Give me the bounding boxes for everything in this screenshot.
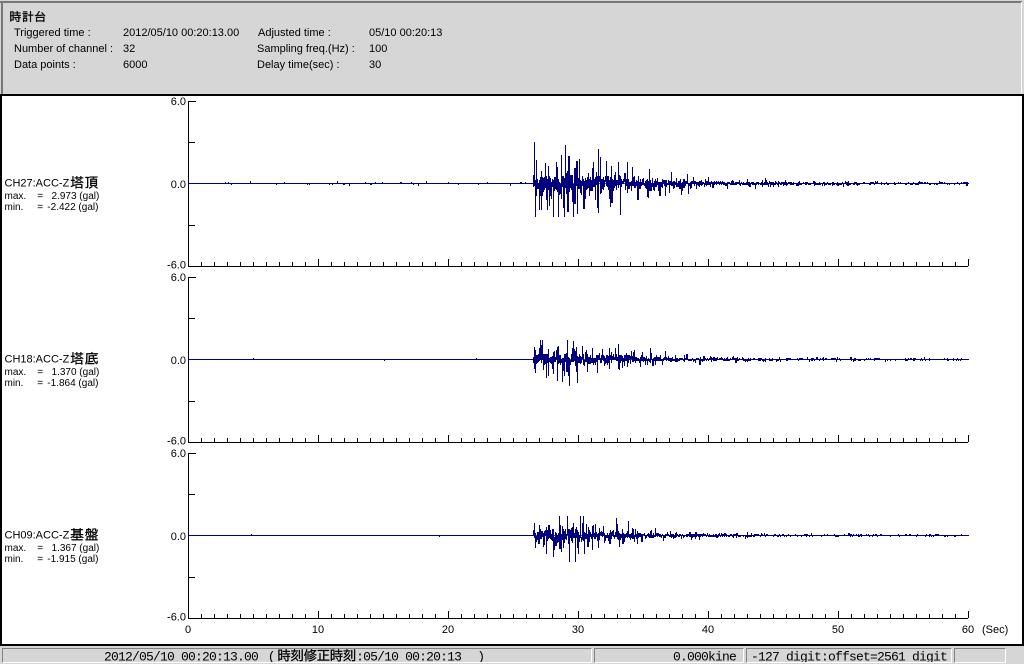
svg-text:=: = [37,202,43,213]
svg-text:6.0: 6.0 [171,272,186,284]
svg-text:32: 32 [123,43,135,55]
svg-text:(: ( [268,649,275,664]
svg-text:=: = [37,367,43,378]
svg-text:min.: min. [5,202,24,213]
svg-text:1.370 (gal): 1.370 (gal) [52,367,100,378]
svg-text:): ) [477,649,484,664]
svg-text:-1.864 (gal): -1.864 (gal) [47,378,98,389]
svg-text:20: 20 [442,624,454,636]
svg-text:Data points :: Data points : [14,59,76,71]
svg-text:10: 10 [312,624,324,636]
svg-text:Triggered time :: Triggered time : [14,27,91,39]
svg-text:-6.0: -6.0 [167,612,186,624]
svg-text:-6.0: -6.0 [167,260,186,272]
svg-text:Sampling freq.(Hz) :: Sampling freq.(Hz) : [257,43,355,55]
svg-text:50: 50 [832,624,844,636]
svg-text:2012/05/10 00:20:13.00: 2012/05/10 00:20:13.00 [104,649,258,664]
svg-text:60: 60 [962,624,974,636]
svg-text:2.973 (gal): 2.973 (gal) [52,191,100,202]
svg-text:=: = [37,543,43,554]
svg-text:0: 0 [185,624,191,636]
svg-text:Number of channel :: Number of channel : [14,43,113,55]
svg-text:CH27:ACC-Z: CH27:ACC-Z [5,178,70,190]
svg-text:2012/05/10 00:20:13.00: 2012/05/10 00:20:13.00 [123,27,239,39]
svg-text:=: = [37,378,43,389]
svg-text:min.: min. [5,554,24,565]
svg-text::05/10 00:20:13: :05/10 00:20:13 [356,649,461,664]
svg-text:40: 40 [702,624,714,636]
svg-text:=: = [37,191,43,202]
svg-text:6.0: 6.0 [171,448,186,460]
svg-text:max.: max. [5,367,27,378]
svg-text:30: 30 [369,59,381,71]
svg-text:6.0: 6.0 [171,96,186,108]
svg-text:-2.422 (gal): -2.422 (gal) [47,202,98,213]
svg-text:Delay time(sec) :: Delay time(sec) : [257,59,340,71]
svg-text:(Sec): (Sec) [982,624,1008,636]
svg-text:min.: min. [5,378,24,389]
svg-text:30: 30 [572,624,584,636]
svg-text:1.367 (gal): 1.367 (gal) [52,543,100,554]
svg-text:100: 100 [369,43,387,55]
svg-text:05/10 00:20:13: 05/10 00:20:13 [369,27,442,39]
svg-text:0.0: 0.0 [171,355,186,367]
svg-text:=: = [37,554,43,565]
svg-text:Adjusted time :: Adjusted time : [258,27,331,39]
svg-text:0.0: 0.0 [171,179,186,191]
svg-text:0.0: 0.0 [171,531,186,543]
svg-text:max.: max. [5,191,27,202]
svg-text:-127 digit:offset=2561 digit: -127 digit:offset=2561 digit [751,649,947,664]
svg-text:6000: 6000 [123,59,147,71]
svg-text:CH18:ACC-Z: CH18:ACC-Z [5,354,70,366]
svg-text:-6.0: -6.0 [167,436,186,448]
svg-text:0.000kine: 0.000kine [673,649,736,664]
svg-text:CH09:ACC-Z: CH09:ACC-Z [5,530,70,542]
svg-text:-1.915 (gal): -1.915 (gal) [47,554,98,565]
svg-text:max.: max. [5,543,27,554]
